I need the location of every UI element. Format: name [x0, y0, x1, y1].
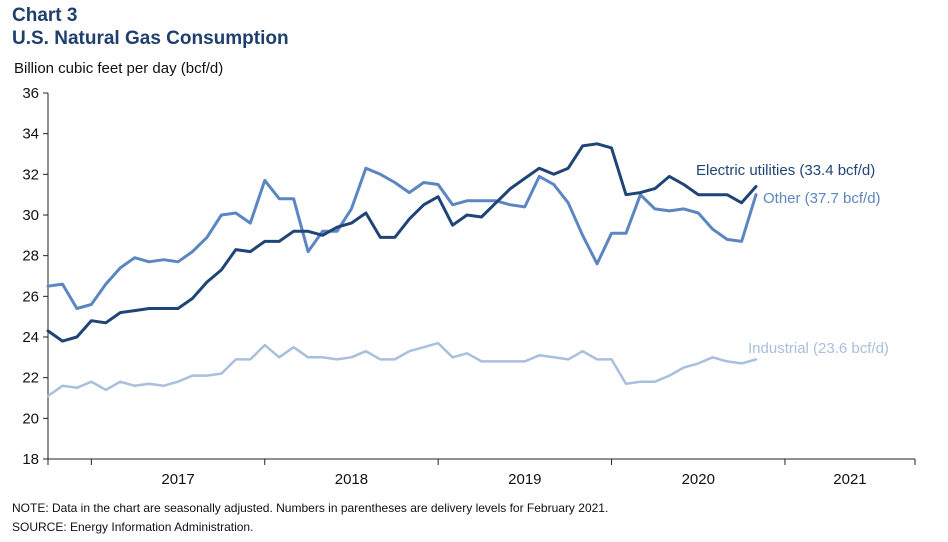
electric-utilities-line — [46, 142, 758, 343]
y-tick-label: 30 — [22, 207, 39, 224]
y-tick-label: 20 — [22, 410, 39, 427]
y-tick-label: 34 — [22, 126, 39, 143]
y-tick-label: 28 — [22, 248, 39, 265]
source-note: SOURCE: Energy Information Administratio… — [12, 520, 254, 534]
industrial-label: Industrial (23.6 bcf/d) — [748, 340, 889, 357]
y-tick-label: 36 — [22, 85, 39, 102]
x-tick-label: 2017 — [161, 471, 194, 488]
electric-utilities-label: Electric utilities (33.4 bcf/d) — [696, 162, 875, 179]
other-line — [46, 166, 758, 310]
y-axis-label: Billion cubic feet per day (bcf/d) — [14, 60, 224, 77]
y-tick-label: 18 — [22, 451, 39, 468]
footnote: NOTE: Data in the chart are seasonally a… — [12, 501, 609, 515]
x-tick-label: 2021 — [833, 471, 866, 488]
industrial-line — [46, 341, 758, 398]
x-tick-label: 2020 — [682, 471, 715, 488]
y-tick-label: 22 — [22, 370, 39, 387]
y-tick-label: 26 — [22, 288, 39, 305]
y-tick-label: 24 — [22, 329, 39, 346]
line-chart: 18 20 22 24 26 28 30 32 34 36 2017 2018 2019 2020 2021… — [22, 85, 916, 488]
x-tick-label: 2019 — [508, 471, 541, 488]
other-label: Other (37.7 bcf/d) — [763, 190, 881, 207]
x-tick-label: 2018 — [335, 471, 368, 488]
y-tick-label: 32 — [22, 166, 39, 183]
chart-number: Chart 3 — [12, 5, 78, 26]
chart-title: U.S. Natural Gas Consumption — [12, 28, 289, 49]
